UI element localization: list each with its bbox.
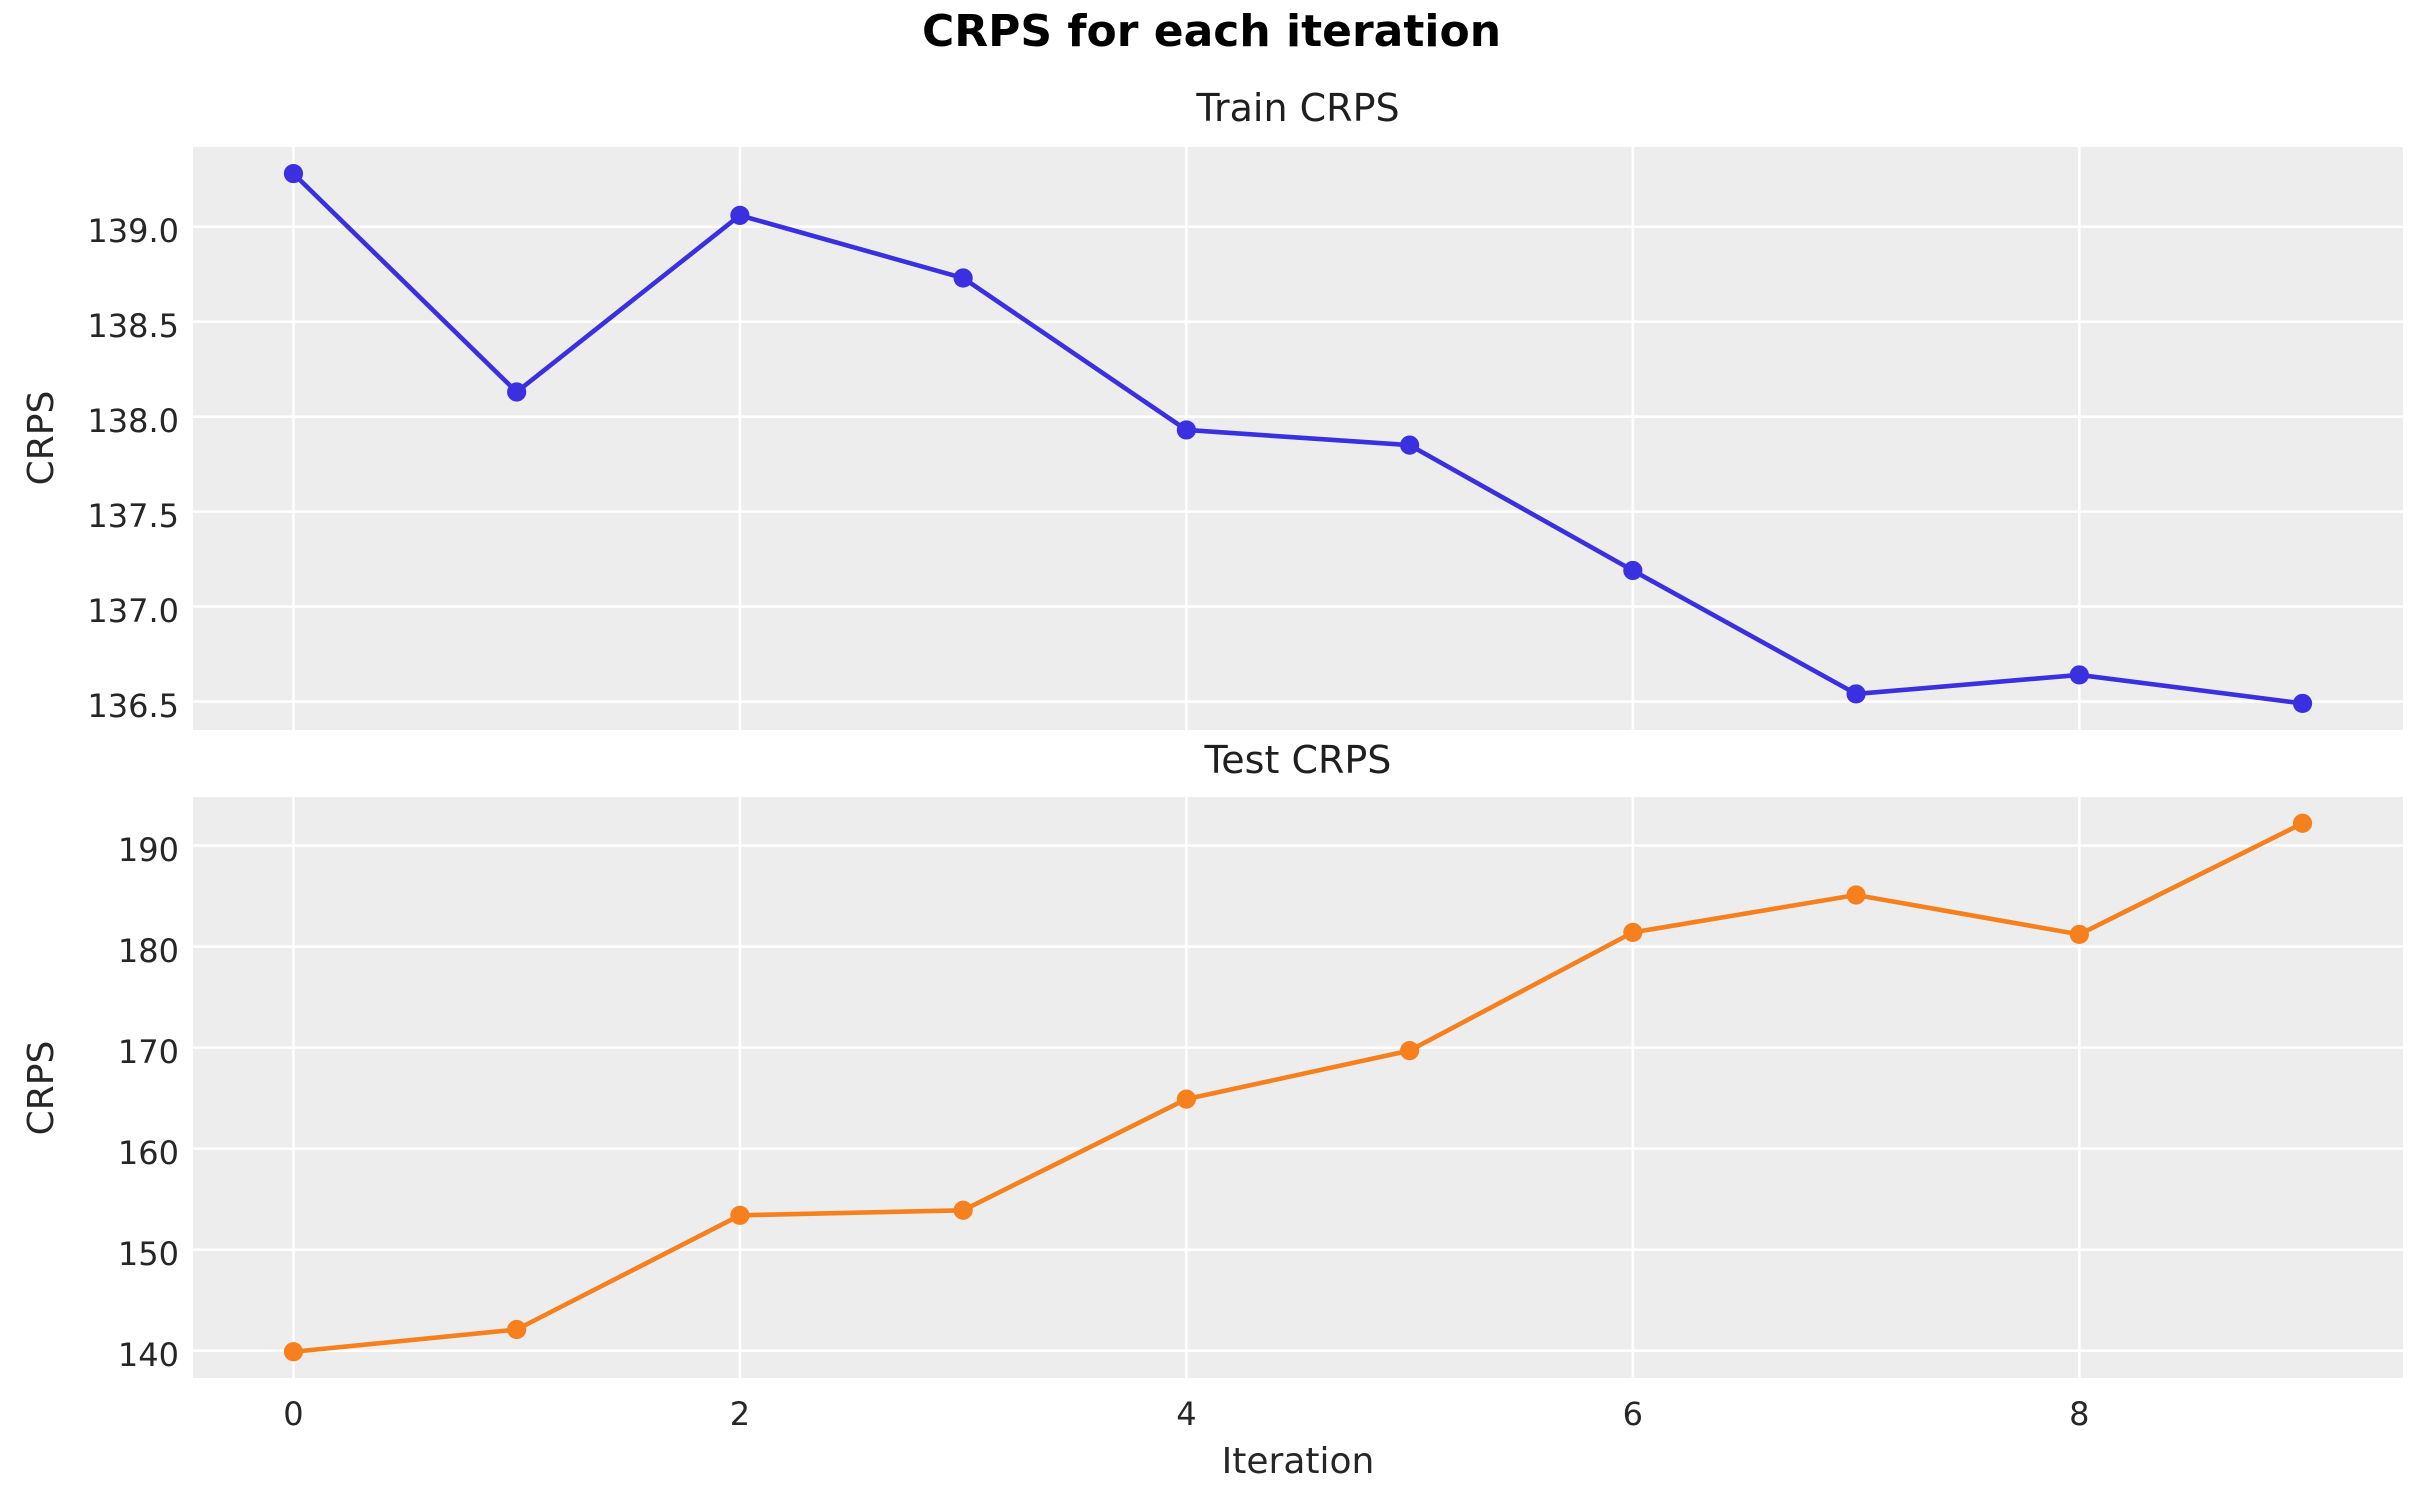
train-point-7 <box>1846 684 1866 704</box>
x-axis-label: Iteration <box>1221 1441 1375 1482</box>
train-line <box>291 171 2305 706</box>
test-point-2 <box>730 1205 750 1225</box>
train-point-3 <box>953 268 973 288</box>
test-ytick-label: 140 <box>117 1335 179 1374</box>
train-ytick-label: 137.0 <box>87 591 179 630</box>
test-point-5 <box>1400 1041 1420 1061</box>
test-chart <box>193 797 2403 1378</box>
train-point-0 <box>283 163 304 184</box>
test-point-4 <box>1176 1089 1196 1109</box>
train-point-2 <box>730 205 750 225</box>
train-point-5 <box>1400 435 1420 455</box>
test-point-0 <box>283 1342 304 1362</box>
train-chart <box>193 147 2403 730</box>
xtick-label: 2 <box>729 1395 751 1433</box>
test-subplot-title: Test CRPS <box>1204 738 1392 782</box>
xtick-label: 8 <box>2069 1395 2090 1433</box>
test-ytick-label: 150 <box>117 1234 179 1273</box>
test-ytick-label: 170 <box>117 1032 179 1071</box>
xtick-label: 6 <box>1622 1395 1644 1433</box>
test-point-9 <box>2292 813 2313 833</box>
train-point-9 <box>2292 693 2313 714</box>
test-point-1 <box>507 1319 527 1340</box>
train-point-6 <box>1623 560 1643 581</box>
train-ytick-label: 136.5 <box>87 686 179 725</box>
xtick-label: 0 <box>283 1395 304 1433</box>
train-ytick-label: 139.0 <box>87 211 179 250</box>
test-ytick-label: 190 <box>117 830 179 869</box>
test-point-7 <box>1846 885 1866 905</box>
train-point-4 <box>1176 420 1196 440</box>
train-point-8 <box>2069 665 2089 685</box>
train-ytick-label: 138.5 <box>87 306 179 345</box>
train-ytick-label: 137.5 <box>87 496 179 535</box>
figure-title: CRPS for each iteration <box>921 6 1502 57</box>
train-plot-area <box>193 147 2403 730</box>
xtick-label: 4 <box>1176 1395 1197 1433</box>
test-point-3 <box>953 1200 973 1220</box>
test-point-8 <box>2069 924 2089 945</box>
test-plot-area <box>193 797 2403 1378</box>
test-ytick-label: 160 <box>117 1133 179 1172</box>
test-point-6 <box>1623 922 1643 942</box>
test-line <box>291 820 2305 1355</box>
train-ytick-label: 138.0 <box>87 401 179 440</box>
train-point-1 <box>507 382 527 402</box>
test-ytick-label: 180 <box>117 931 179 970</box>
train-subplot-title: Train CRPS <box>1196 86 1400 130</box>
